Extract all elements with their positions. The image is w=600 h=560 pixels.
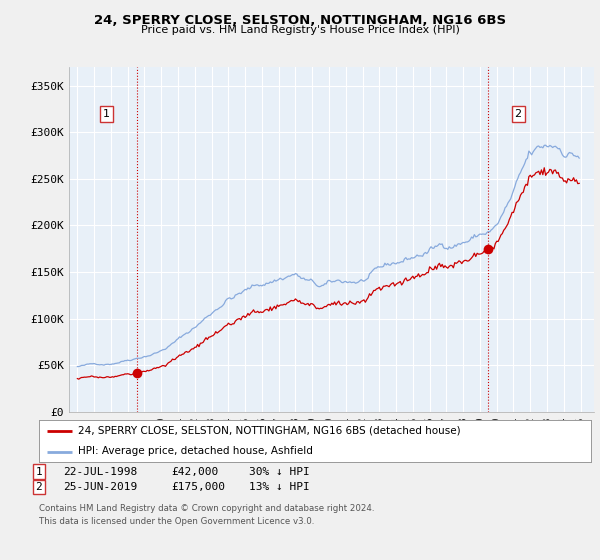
Text: 30% ↓ HPI: 30% ↓ HPI	[249, 466, 310, 477]
Text: 2: 2	[515, 109, 522, 119]
Text: 24, SPERRY CLOSE, SELSTON, NOTTINGHAM, NG16 6BS (detached house): 24, SPERRY CLOSE, SELSTON, NOTTINGHAM, N…	[77, 426, 460, 436]
Text: 1: 1	[103, 109, 110, 119]
Text: 25-JUN-2019: 25-JUN-2019	[63, 482, 137, 492]
Text: 2: 2	[35, 482, 43, 492]
Text: 24, SPERRY CLOSE, SELSTON, NOTTINGHAM, NG16 6BS: 24, SPERRY CLOSE, SELSTON, NOTTINGHAM, N…	[94, 14, 506, 27]
Text: 13% ↓ HPI: 13% ↓ HPI	[249, 482, 310, 492]
Text: HPI: Average price, detached house, Ashfield: HPI: Average price, detached house, Ashf…	[77, 446, 313, 456]
Text: £175,000: £175,000	[171, 482, 225, 492]
Text: Contains HM Land Registry data © Crown copyright and database right 2024.
This d: Contains HM Land Registry data © Crown c…	[39, 504, 374, 525]
Text: 1: 1	[35, 466, 43, 477]
Text: Price paid vs. HM Land Registry's House Price Index (HPI): Price paid vs. HM Land Registry's House …	[140, 25, 460, 35]
Text: £42,000: £42,000	[171, 466, 218, 477]
Text: 22-JUL-1998: 22-JUL-1998	[63, 466, 137, 477]
